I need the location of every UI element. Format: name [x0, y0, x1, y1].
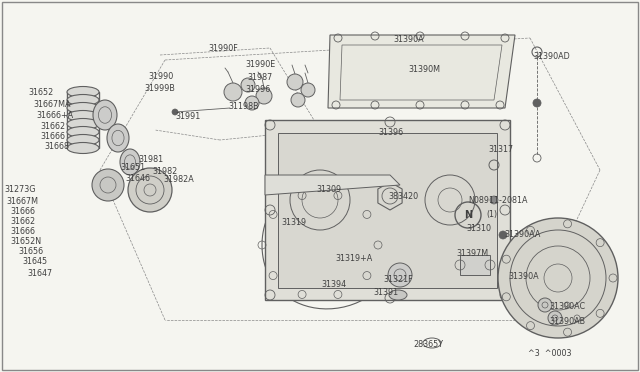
- Ellipse shape: [389, 290, 407, 300]
- Text: 31651: 31651: [120, 163, 145, 172]
- Circle shape: [388, 263, 412, 287]
- Text: 31319+A: 31319+A: [335, 254, 372, 263]
- Text: N08911-2081A: N08911-2081A: [468, 196, 527, 205]
- Polygon shape: [328, 35, 515, 108]
- Text: 31982: 31982: [152, 167, 177, 176]
- Text: 31668: 31668: [44, 142, 69, 151]
- Ellipse shape: [67, 103, 99, 113]
- Circle shape: [301, 83, 315, 97]
- Text: 31667MA: 31667MA: [33, 100, 70, 109]
- Circle shape: [490, 196, 498, 204]
- Text: 31390AA: 31390AA: [504, 230, 540, 239]
- Text: 31990F: 31990F: [208, 44, 237, 53]
- Text: 31391: 31391: [373, 288, 398, 297]
- Text: 31981: 31981: [138, 155, 163, 164]
- Text: 31666: 31666: [40, 132, 65, 141]
- Text: 31645: 31645: [22, 257, 47, 266]
- Circle shape: [224, 83, 242, 101]
- Text: 31987: 31987: [247, 73, 272, 82]
- Text: 31309: 31309: [316, 185, 341, 194]
- Text: 31999B: 31999B: [144, 84, 175, 93]
- Circle shape: [538, 298, 552, 312]
- Text: 31390M: 31390M: [408, 65, 440, 74]
- Text: 31198B: 31198B: [228, 102, 259, 111]
- Text: 383420: 383420: [388, 192, 418, 201]
- Text: 31652: 31652: [28, 88, 53, 97]
- Text: 31390A: 31390A: [508, 272, 539, 281]
- Circle shape: [499, 231, 507, 239]
- Polygon shape: [278, 133, 497, 288]
- Circle shape: [92, 169, 124, 201]
- Polygon shape: [265, 120, 510, 300]
- Text: 31390AD: 31390AD: [533, 52, 570, 61]
- Text: 31397M: 31397M: [456, 249, 488, 258]
- Ellipse shape: [67, 110, 99, 122]
- Circle shape: [245, 96, 259, 110]
- Ellipse shape: [67, 126, 99, 138]
- Text: 31396: 31396: [378, 128, 403, 137]
- Bar: [460, 255, 490, 275]
- Ellipse shape: [67, 142, 99, 154]
- Text: 31666+A: 31666+A: [36, 111, 73, 120]
- Circle shape: [291, 93, 305, 107]
- Circle shape: [172, 109, 178, 115]
- Text: 31646: 31646: [125, 174, 150, 183]
- Text: 31390AC: 31390AC: [549, 302, 585, 311]
- Text: N: N: [464, 210, 472, 220]
- Circle shape: [287, 74, 303, 90]
- Ellipse shape: [67, 119, 99, 129]
- Text: 31990: 31990: [148, 72, 173, 81]
- Text: 31321F: 31321F: [383, 275, 413, 284]
- Polygon shape: [265, 175, 400, 195]
- Ellipse shape: [67, 94, 99, 106]
- Ellipse shape: [93, 100, 117, 130]
- Text: 31990E: 31990E: [245, 60, 275, 69]
- Text: 31319: 31319: [281, 218, 306, 227]
- Text: 31273G: 31273G: [4, 185, 35, 194]
- Text: 31647: 31647: [27, 269, 52, 278]
- Text: 31666: 31666: [10, 227, 35, 236]
- Circle shape: [533, 99, 541, 107]
- Text: 31666: 31666: [10, 207, 35, 216]
- Text: 31390A: 31390A: [393, 35, 424, 44]
- Text: 31390AB: 31390AB: [549, 317, 585, 326]
- Text: 28365Y: 28365Y: [413, 340, 443, 349]
- Text: 31656: 31656: [18, 247, 43, 256]
- Text: (1): (1): [486, 210, 497, 219]
- Text: 31996: 31996: [245, 85, 270, 94]
- Text: 31652N: 31652N: [10, 237, 41, 246]
- Text: 31982A: 31982A: [163, 175, 194, 184]
- Ellipse shape: [120, 149, 140, 175]
- Text: ^3  ^0003: ^3 ^0003: [528, 349, 572, 358]
- Text: 31662: 31662: [40, 122, 65, 131]
- Text: 31991: 31991: [175, 112, 200, 121]
- Text: 31662: 31662: [10, 217, 35, 226]
- Circle shape: [241, 78, 255, 92]
- Circle shape: [128, 168, 172, 212]
- Text: 31394: 31394: [321, 280, 346, 289]
- Text: 31317: 31317: [488, 145, 513, 154]
- Circle shape: [256, 88, 272, 104]
- Ellipse shape: [107, 124, 129, 152]
- Circle shape: [548, 311, 562, 325]
- Ellipse shape: [67, 87, 99, 97]
- Text: 31667M: 31667M: [6, 197, 38, 206]
- Circle shape: [498, 218, 618, 338]
- Ellipse shape: [67, 135, 99, 145]
- Text: 31310: 31310: [466, 224, 491, 233]
